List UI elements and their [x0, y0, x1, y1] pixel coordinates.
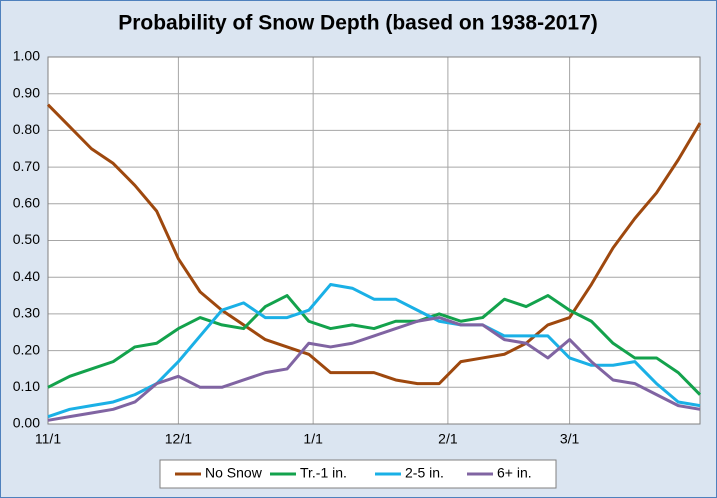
y-tick-label: 0.70 — [13, 158, 40, 174]
legend-label: 2-5 in. — [405, 465, 444, 481]
plot-border — [47, 56, 701, 425]
chart-title: Probability of Snow Depth (based on 1938… — [118, 12, 598, 35]
y-tick-label: 0.10 — [13, 378, 40, 394]
x-tick-label: 12/1 — [165, 431, 192, 447]
y-tick-label: 1.00 — [13, 48, 40, 64]
y-tick-label: 0.60 — [13, 195, 40, 211]
series-line — [47, 294, 702, 396]
y-tick-label: 0.80 — [13, 121, 40, 137]
y-tick-label: 0.90 — [13, 84, 40, 100]
x-tick-label: 3/1 — [560, 431, 580, 447]
legend-label: Tr.-1 in. — [300, 465, 347, 481]
legend-label: 6+ in. — [497, 465, 532, 481]
series-line — [46, 103, 702, 386]
x-tick-label: 11/1 — [35, 431, 61, 447]
y-tick-label: 0.20 — [13, 341, 40, 357]
y-tick-label: 0.00 — [13, 415, 40, 431]
y-tick-label: 0.50 — [13, 231, 40, 247]
legend-label: No Snow — [205, 465, 263, 481]
y-tick-label: 0.30 — [13, 305, 40, 321]
x-tick-label: 1/1 — [303, 431, 323, 447]
y-tick-label: 0.40 — [13, 268, 40, 284]
series-line — [47, 316, 701, 422]
x-tick-label: 2/1 — [438, 431, 458, 447]
